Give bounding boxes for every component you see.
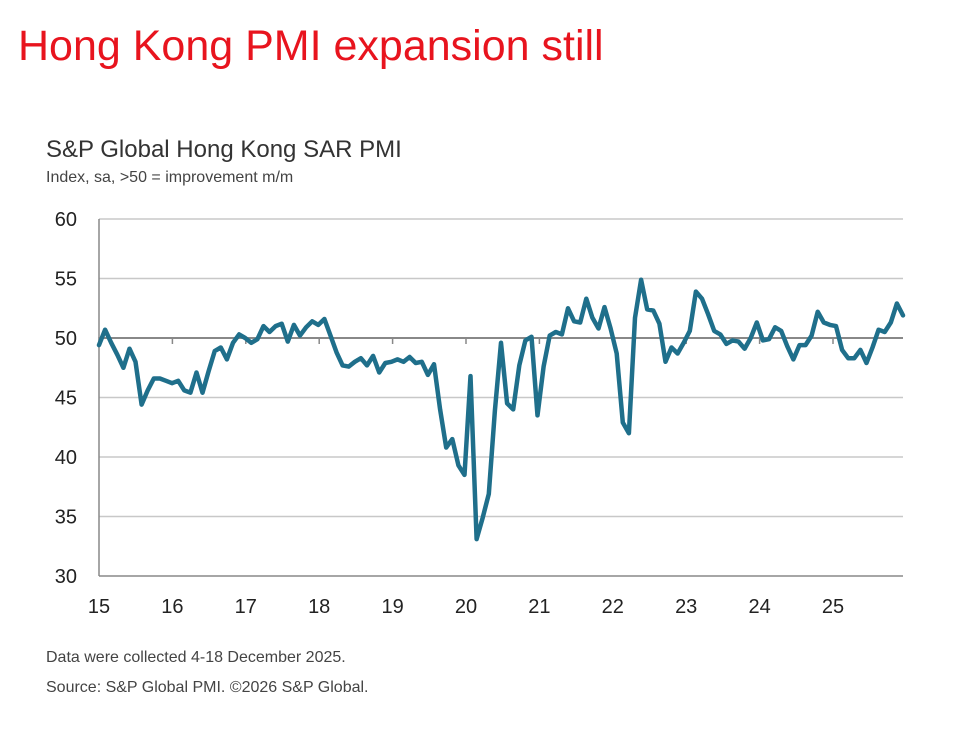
y-tick-label: 35 [55,507,77,529]
y-tick-label: 60 [55,209,77,231]
pmi-series-line [96,277,906,542]
x-tick-label: 25 [822,596,844,618]
y-tick-label: 30 [55,566,77,588]
y-tick-label: 50 [55,328,77,350]
x-tick-label: 17 [235,596,257,618]
y-tick-label: 40 [55,447,77,469]
x-tick-label: 19 [381,596,403,618]
source-note: Source: S&P Global PMI. ©2026 S&P Global… [46,679,369,696]
x-tick-label: 15 [88,596,110,618]
chart-title: S&P Global Hong Kong SAR PMI [46,136,402,163]
x-tick-label: 23 [675,596,697,618]
slide-title: Hong Kong PMI expansion still [18,22,604,70]
x-tick-label: 20 [455,596,477,618]
y-tick-label: 55 [55,269,77,291]
x-tick-label: 21 [528,596,550,618]
data-collection-note: Data were collected 4-18 December 2025. [46,649,346,666]
x-tick-label: 24 [748,596,770,618]
x-tick-label: 16 [161,596,183,618]
chart-subtitle: Index, sa, >50 = improvement m/m [46,169,294,186]
y-tick-label: 45 [55,388,77,410]
x-tick-label: 18 [308,596,330,618]
x-tick-label: 22 [602,596,624,618]
